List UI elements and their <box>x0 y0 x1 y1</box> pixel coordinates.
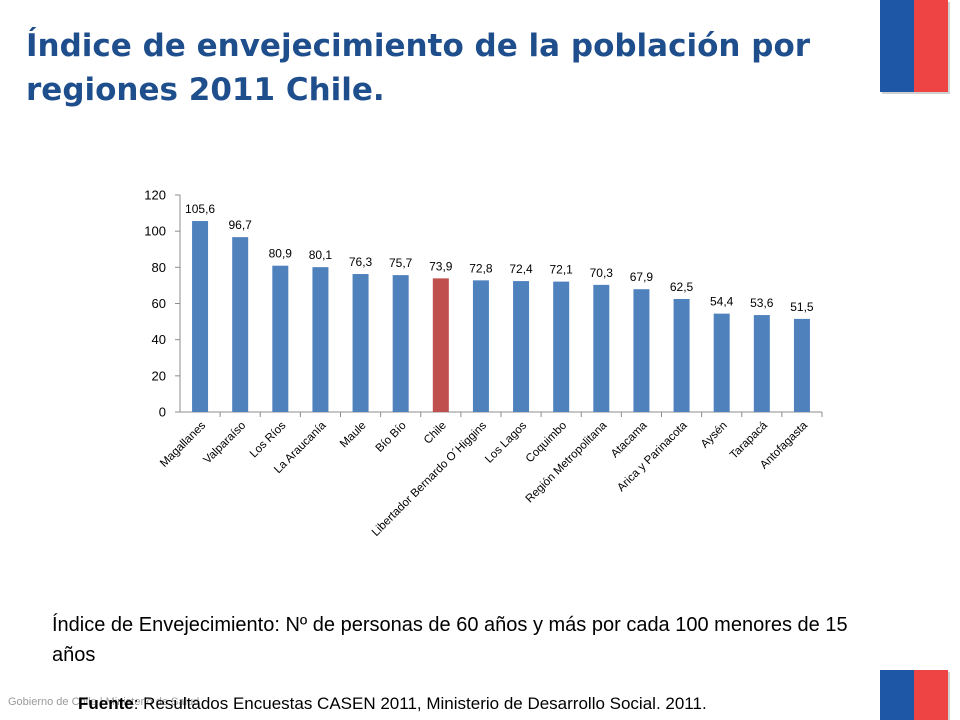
bar <box>232 237 249 412</box>
flag-blue-stripe <box>880 670 914 720</box>
y-tick-label: 0 <box>159 405 166 420</box>
bar <box>312 267 329 412</box>
bar <box>633 289 650 412</box>
chile-flag-logo-bottom <box>880 670 948 720</box>
data-label: 70,3 <box>590 266 614 280</box>
y-tick-label: 60 <box>152 296 166 311</box>
x-tick-label: Los Lagos <box>483 419 529 465</box>
slide-title: Índice de envejecimiento de la población… <box>26 28 811 108</box>
data-label: 105,6 <box>185 202 215 216</box>
bar <box>472 280 489 412</box>
x-tick-label: Chile <box>422 420 449 447</box>
bar <box>673 298 690 412</box>
data-label: 73,9 <box>429 259 453 273</box>
y-tick-label: 100 <box>144 224 166 239</box>
definition-body: Nº de personas de 60 años y más por cada… <box>52 614 848 666</box>
x-tick-label: Bío Bío <box>374 420 409 455</box>
bar <box>713 313 730 412</box>
source-note: Fuente: Resultados Encuestas CASEN 2011,… <box>78 694 707 714</box>
y-tick-label: 40 <box>152 332 166 347</box>
data-label: 72,4 <box>509 262 533 276</box>
source-label: Fuente <box>78 694 134 713</box>
footer-brand: Gobierno de Chile | Ministerio de Salud <box>8 696 200 708</box>
definition-label: Índice de Envejecimiento: <box>52 614 280 636</box>
bar <box>593 284 610 412</box>
y-tick-label: 80 <box>152 260 166 275</box>
bar <box>753 315 770 412</box>
chile-flag-logo-top <box>880 0 948 92</box>
x-tick-label: Región Metropolitana <box>524 419 610 505</box>
definition-text: Índice de Envejecimiento: Nº de personas… <box>52 610 852 670</box>
x-tick-label: Los Ríos <box>248 419 289 460</box>
bar <box>553 281 570 412</box>
y-tick-label: 20 <box>152 368 166 383</box>
x-tick-label: Maule <box>338 420 369 451</box>
x-tick-label: Atacama <box>609 419 650 460</box>
x-tick-label: Tarapacá <box>728 419 770 461</box>
y-tick-label: 120 <box>144 188 166 203</box>
x-tick-label: Aysén <box>699 420 730 451</box>
data-label: 80,1 <box>309 248 333 262</box>
data-label: 76,3 <box>349 255 373 269</box>
data-label: 72,1 <box>550 263 574 277</box>
data-label: 80,9 <box>269 247 293 261</box>
bar <box>392 275 409 412</box>
data-label: 67,9 <box>630 270 654 284</box>
data-label: 75,7 <box>389 256 413 270</box>
data-label: 53,6 <box>750 296 774 310</box>
bar <box>432 278 449 412</box>
x-tick-label: Valparaíso <box>202 420 249 467</box>
data-label: 51,5 <box>790 300 814 314</box>
source-text: : Resultados Encuestas CASEN 2011, Minis… <box>133 694 707 713</box>
bar <box>793 318 810 412</box>
x-tick-label: Magallanes <box>158 419 208 469</box>
flag-red-stripe <box>914 0 948 92</box>
x-tick-label: Arica y Parinacota <box>615 419 690 494</box>
data-label: 96,7 <box>229 218 253 232</box>
data-label: 72,8 <box>469 261 493 275</box>
bar <box>272 265 289 412</box>
bar <box>352 274 369 412</box>
aging-index-bar-chart: 0 20 40 60 80 100 120 105,6 Magallanes 96,7 Valpar… <box>144 188 823 539</box>
flag-blue-stripe <box>880 0 914 92</box>
plot-area: 0 20 40 60 80 100 120 105,6 Magallanes 96,7 Valpar… <box>144 188 823 539</box>
bar <box>192 221 209 412</box>
bar <box>513 281 530 412</box>
data-label: 54,4 <box>710 295 734 309</box>
data-label: 62,5 <box>670 280 694 294</box>
flag-red-stripe <box>914 670 948 720</box>
